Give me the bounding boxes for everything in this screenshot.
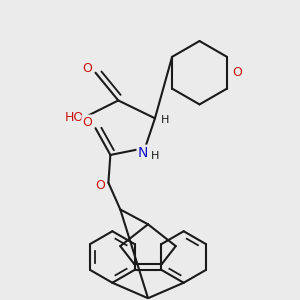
Text: N: N xyxy=(138,146,148,160)
Text: O: O xyxy=(82,116,92,129)
Text: H: H xyxy=(151,151,159,161)
Text: HO: HO xyxy=(65,111,84,124)
Text: O: O xyxy=(232,66,242,79)
Text: O: O xyxy=(82,62,92,75)
Text: O: O xyxy=(95,179,105,192)
Text: H: H xyxy=(161,115,169,125)
